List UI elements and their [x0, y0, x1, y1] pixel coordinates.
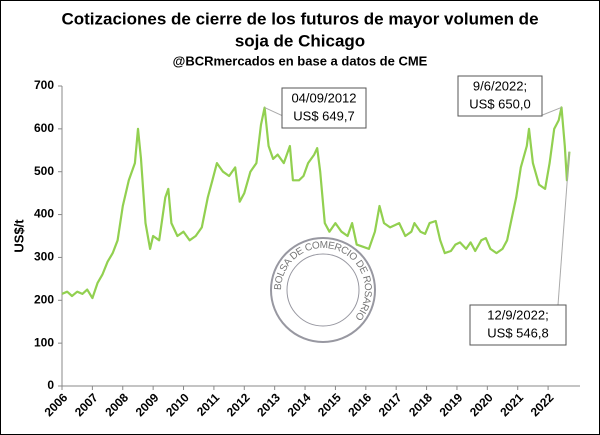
chart-title: Cotizaciones de cierre de los futuros de…	[61, 9, 538, 28]
annotation-leader	[539, 106, 562, 117]
annotation-text: US$ 649,7	[293, 108, 354, 123]
chart-subtitle: @BCRmercados en base a datos de CME	[173, 53, 428, 68]
watermark-ring	[286, 253, 360, 327]
x-tick-label: 2007	[72, 390, 101, 419]
y-axis-label: US$/t	[11, 219, 26, 253]
x-tick-label: 2019	[437, 390, 466, 419]
x-tick-label: 2009	[133, 390, 162, 419]
annotation-text: 9/6/2022;	[473, 78, 527, 93]
y-tick-label: 200	[34, 292, 54, 306]
x-tick-label: 2014	[285, 390, 314, 419]
y-tick-label: 100	[34, 335, 54, 349]
y-tick-label: 0	[47, 378, 54, 392]
x-tick-label: 2017	[376, 390, 405, 419]
x-tick-label: 2012	[224, 390, 253, 419]
x-tick-label: 2021	[497, 390, 526, 419]
annotation-box	[457, 75, 543, 117]
watermark-ring	[270, 237, 376, 343]
series-line	[61, 106, 571, 300]
y-tick-label: 600	[34, 121, 54, 135]
chart-title: soja de Chicago	[235, 31, 365, 50]
annotation-box	[469, 304, 567, 346]
y-tick-label: 500	[34, 164, 54, 178]
annotation-box	[281, 87, 367, 129]
annotation-leader	[557, 151, 570, 306]
annotation-text: US$ 650,0	[469, 96, 530, 111]
x-tick-label: 2013	[254, 390, 283, 419]
x-tick-label: 2022	[528, 390, 557, 419]
x-tick-label: 2011	[194, 390, 223, 419]
y-tick-label: 700	[34, 78, 54, 92]
x-tick-label: 2008	[102, 390, 131, 419]
x-tick-label: 2015	[315, 390, 344, 419]
x-tick-label: 2020	[467, 390, 496, 419]
annotation-text: US$ 546,8	[487, 325, 548, 340]
annotation-text: 12/9/2022;	[487, 307, 548, 322]
x-tick-label: 2018	[406, 390, 435, 419]
watermark: BOLSA DE COMERCIO DE ROSARIO	[270, 237, 376, 343]
y-tick-label: 400	[34, 207, 54, 221]
annotation-text: 04/09/2012	[291, 90, 356, 105]
y-tick-label: 300	[34, 250, 54, 264]
x-tick-label: 2016	[345, 390, 374, 419]
x-tick-label: 2010	[163, 390, 192, 419]
x-tick-label: 2006	[42, 390, 71, 419]
